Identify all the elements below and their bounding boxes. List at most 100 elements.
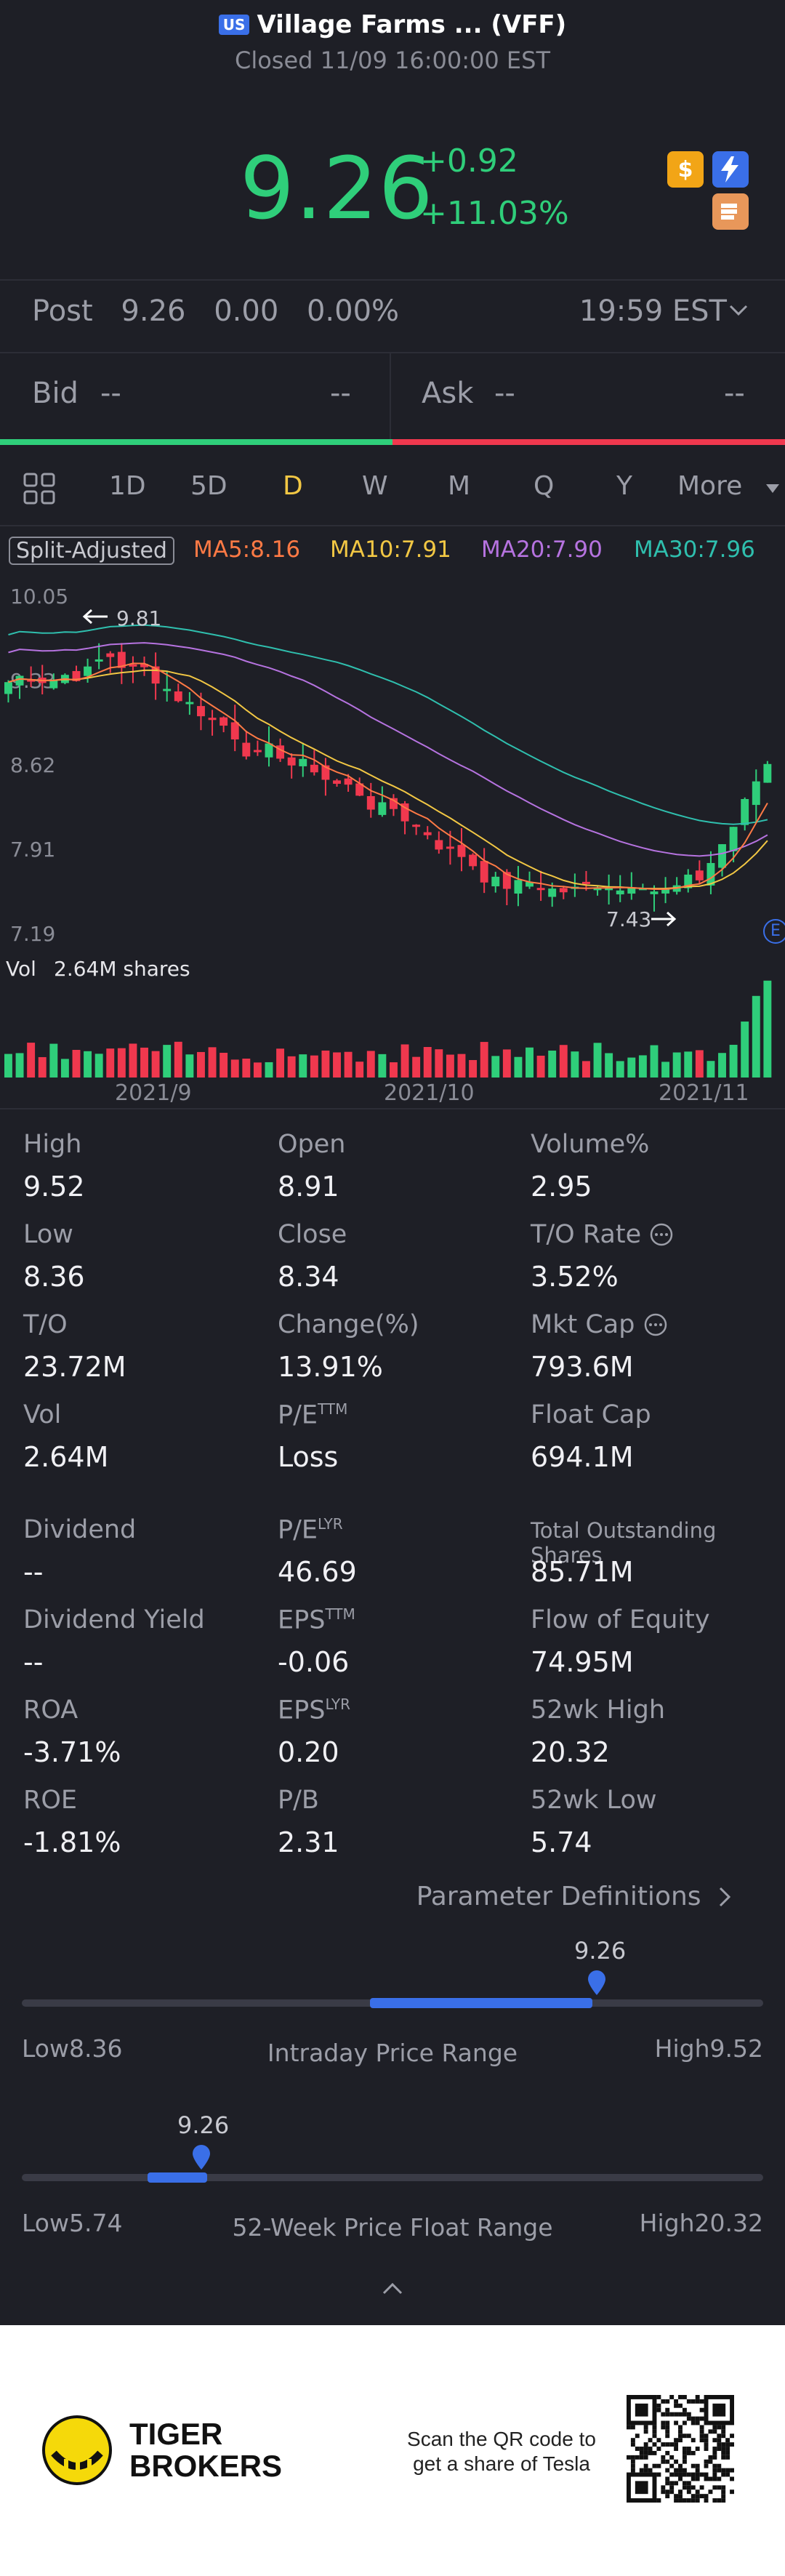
- candle-body: [400, 803, 409, 822]
- dollar-icon[interactable]: $: [667, 151, 704, 188]
- stat-label: Close: [278, 1220, 347, 1249]
- volume-bar: [616, 1061, 624, 1078]
- volume-bar: [446, 1054, 454, 1078]
- candle-body: [593, 888, 602, 891]
- qr-code-icon[interactable]: [627, 2395, 734, 2503]
- price-change-pct: +11.03%: [420, 195, 569, 232]
- ask-value: --: [494, 377, 515, 410]
- more-info-icon[interactable]: [643, 1312, 668, 1337]
- candle-body: [582, 881, 590, 884]
- volume-bar: [412, 1056, 421, 1078]
- divider: [0, 525, 785, 526]
- volume-chart: [4, 980, 772, 1078]
- week52-caption: 52-Week Price Float Range: [232, 2213, 553, 2242]
- arrow-left-icon: [82, 609, 108, 625]
- volume-bar: [151, 1051, 160, 1078]
- stat-label: EPSTTM: [278, 1605, 355, 1635]
- volume-bar: [208, 1047, 217, 1078]
- candle-body: [616, 890, 624, 895]
- x-axis-date: 2021/10: [384, 1080, 475, 1106]
- volume-bar: [287, 1056, 296, 1078]
- stock-title: US Village Farms ... (VFF): [0, 10, 785, 39]
- candle-body: [321, 765, 330, 780]
- post-market-row: Post 9.26 0.00 0.00%: [32, 294, 418, 328]
- volume-bar: [299, 1054, 307, 1078]
- volume-bar: [253, 1062, 262, 1078]
- post-time[interactable]: 19:59 EST: [579, 294, 727, 328]
- stat-value: 13.91%: [278, 1351, 383, 1383]
- candle-body: [763, 763, 772, 783]
- volume-bar: [197, 1051, 205, 1078]
- candle-body: [106, 653, 115, 657]
- parameter-definitions-link[interactable]: Parameter Definitions: [416, 1882, 733, 1911]
- divider: [390, 353, 391, 439]
- tab-year[interactable]: Y: [616, 471, 632, 501]
- post-price: 9.26: [121, 294, 186, 328]
- tab-5d[interactable]: 5D: [190, 471, 228, 501]
- chevron-up-icon[interactable]: [381, 2280, 404, 2296]
- tab-week[interactable]: W: [362, 471, 388, 501]
- split-adjusted-button[interactable]: Split-Adjusted: [9, 537, 174, 565]
- more-info-icon[interactable]: [649, 1222, 674, 1247]
- volume-bar: [695, 1050, 704, 1078]
- last-price: 9.26: [240, 138, 434, 238]
- stat-label: Flow of Equity: [531, 1605, 710, 1634]
- stat-value: 85.71M: [531, 1556, 634, 1588]
- candle-body: [514, 880, 523, 894]
- candle-body: [299, 758, 307, 766]
- tab-day[interactable]: D: [283, 471, 303, 501]
- stat-label: Dividend Yield: [23, 1605, 205, 1634]
- stat-value: -0.06: [278, 1646, 350, 1678]
- qr-caption-line1: Scan the QR code to: [407, 2428, 596, 2450]
- volume-bar: [174, 1041, 182, 1078]
- volume-bar: [638, 1055, 647, 1078]
- stat-value: -3.71%: [23, 1736, 121, 1768]
- volume-bar: [435, 1049, 443, 1078]
- earnings-badge[interactable]: E: [763, 919, 785, 944]
- volume-bar: [559, 1045, 568, 1078]
- volume-bar: [220, 1052, 228, 1078]
- candle-body: [695, 870, 704, 880]
- chevron-down-icon[interactable]: [728, 304, 749, 317]
- tab-1d[interactable]: 1D: [109, 471, 146, 501]
- tab-quarter[interactable]: Q: [534, 471, 555, 501]
- y-axis-label: 10.05: [10, 585, 69, 609]
- stat-label: T/O: [23, 1310, 68, 1339]
- volume-bar: [480, 1042, 488, 1078]
- candle-body: [174, 691, 182, 702]
- volume-bar: [129, 1043, 137, 1078]
- stat-value: Loss: [278, 1441, 339, 1473]
- volume-bar: [526, 1047, 534, 1078]
- candle-body: [718, 844, 726, 868]
- education-icon[interactable]: [712, 193, 749, 230]
- stat-value: 8.36: [23, 1261, 85, 1293]
- volume-bar: [672, 1052, 681, 1078]
- volume-bar: [344, 1051, 353, 1078]
- caret-down-icon[interactable]: [765, 483, 781, 494]
- candle-body: [84, 666, 92, 676]
- ask-bar: [392, 439, 785, 445]
- volume-bar: [390, 1062, 398, 1078]
- flash-icon[interactable]: [712, 151, 749, 188]
- stat-label: Dividend: [23, 1515, 137, 1544]
- candle-body: [230, 722, 239, 740]
- layout-grid-icon[interactable]: [22, 471, 57, 506]
- candle-body: [536, 888, 545, 891]
- candlestick-chart[interactable]: [0, 582, 785, 945]
- candle-body: [502, 872, 511, 889]
- volume-bar: [457, 1054, 466, 1078]
- volume-bar: [548, 1050, 557, 1078]
- stat-label: P/ELYR: [278, 1515, 343, 1545]
- volume-bar: [355, 1062, 364, 1078]
- tab-month[interactable]: M: [448, 471, 471, 501]
- volume-bar: [333, 1052, 341, 1078]
- week52-high: High20.32: [639, 2209, 763, 2237]
- stat-value: --: [23, 1556, 44, 1588]
- tab-more[interactable]: More: [677, 471, 743, 501]
- candle-body: [661, 888, 670, 894]
- stat-value: 2.31: [278, 1826, 339, 1858]
- volume-bar: [60, 1059, 69, 1078]
- candle-body: [220, 717, 228, 726]
- y-axis-label: 7.19: [10, 922, 56, 946]
- location-pin-icon: [588, 1970, 605, 1995]
